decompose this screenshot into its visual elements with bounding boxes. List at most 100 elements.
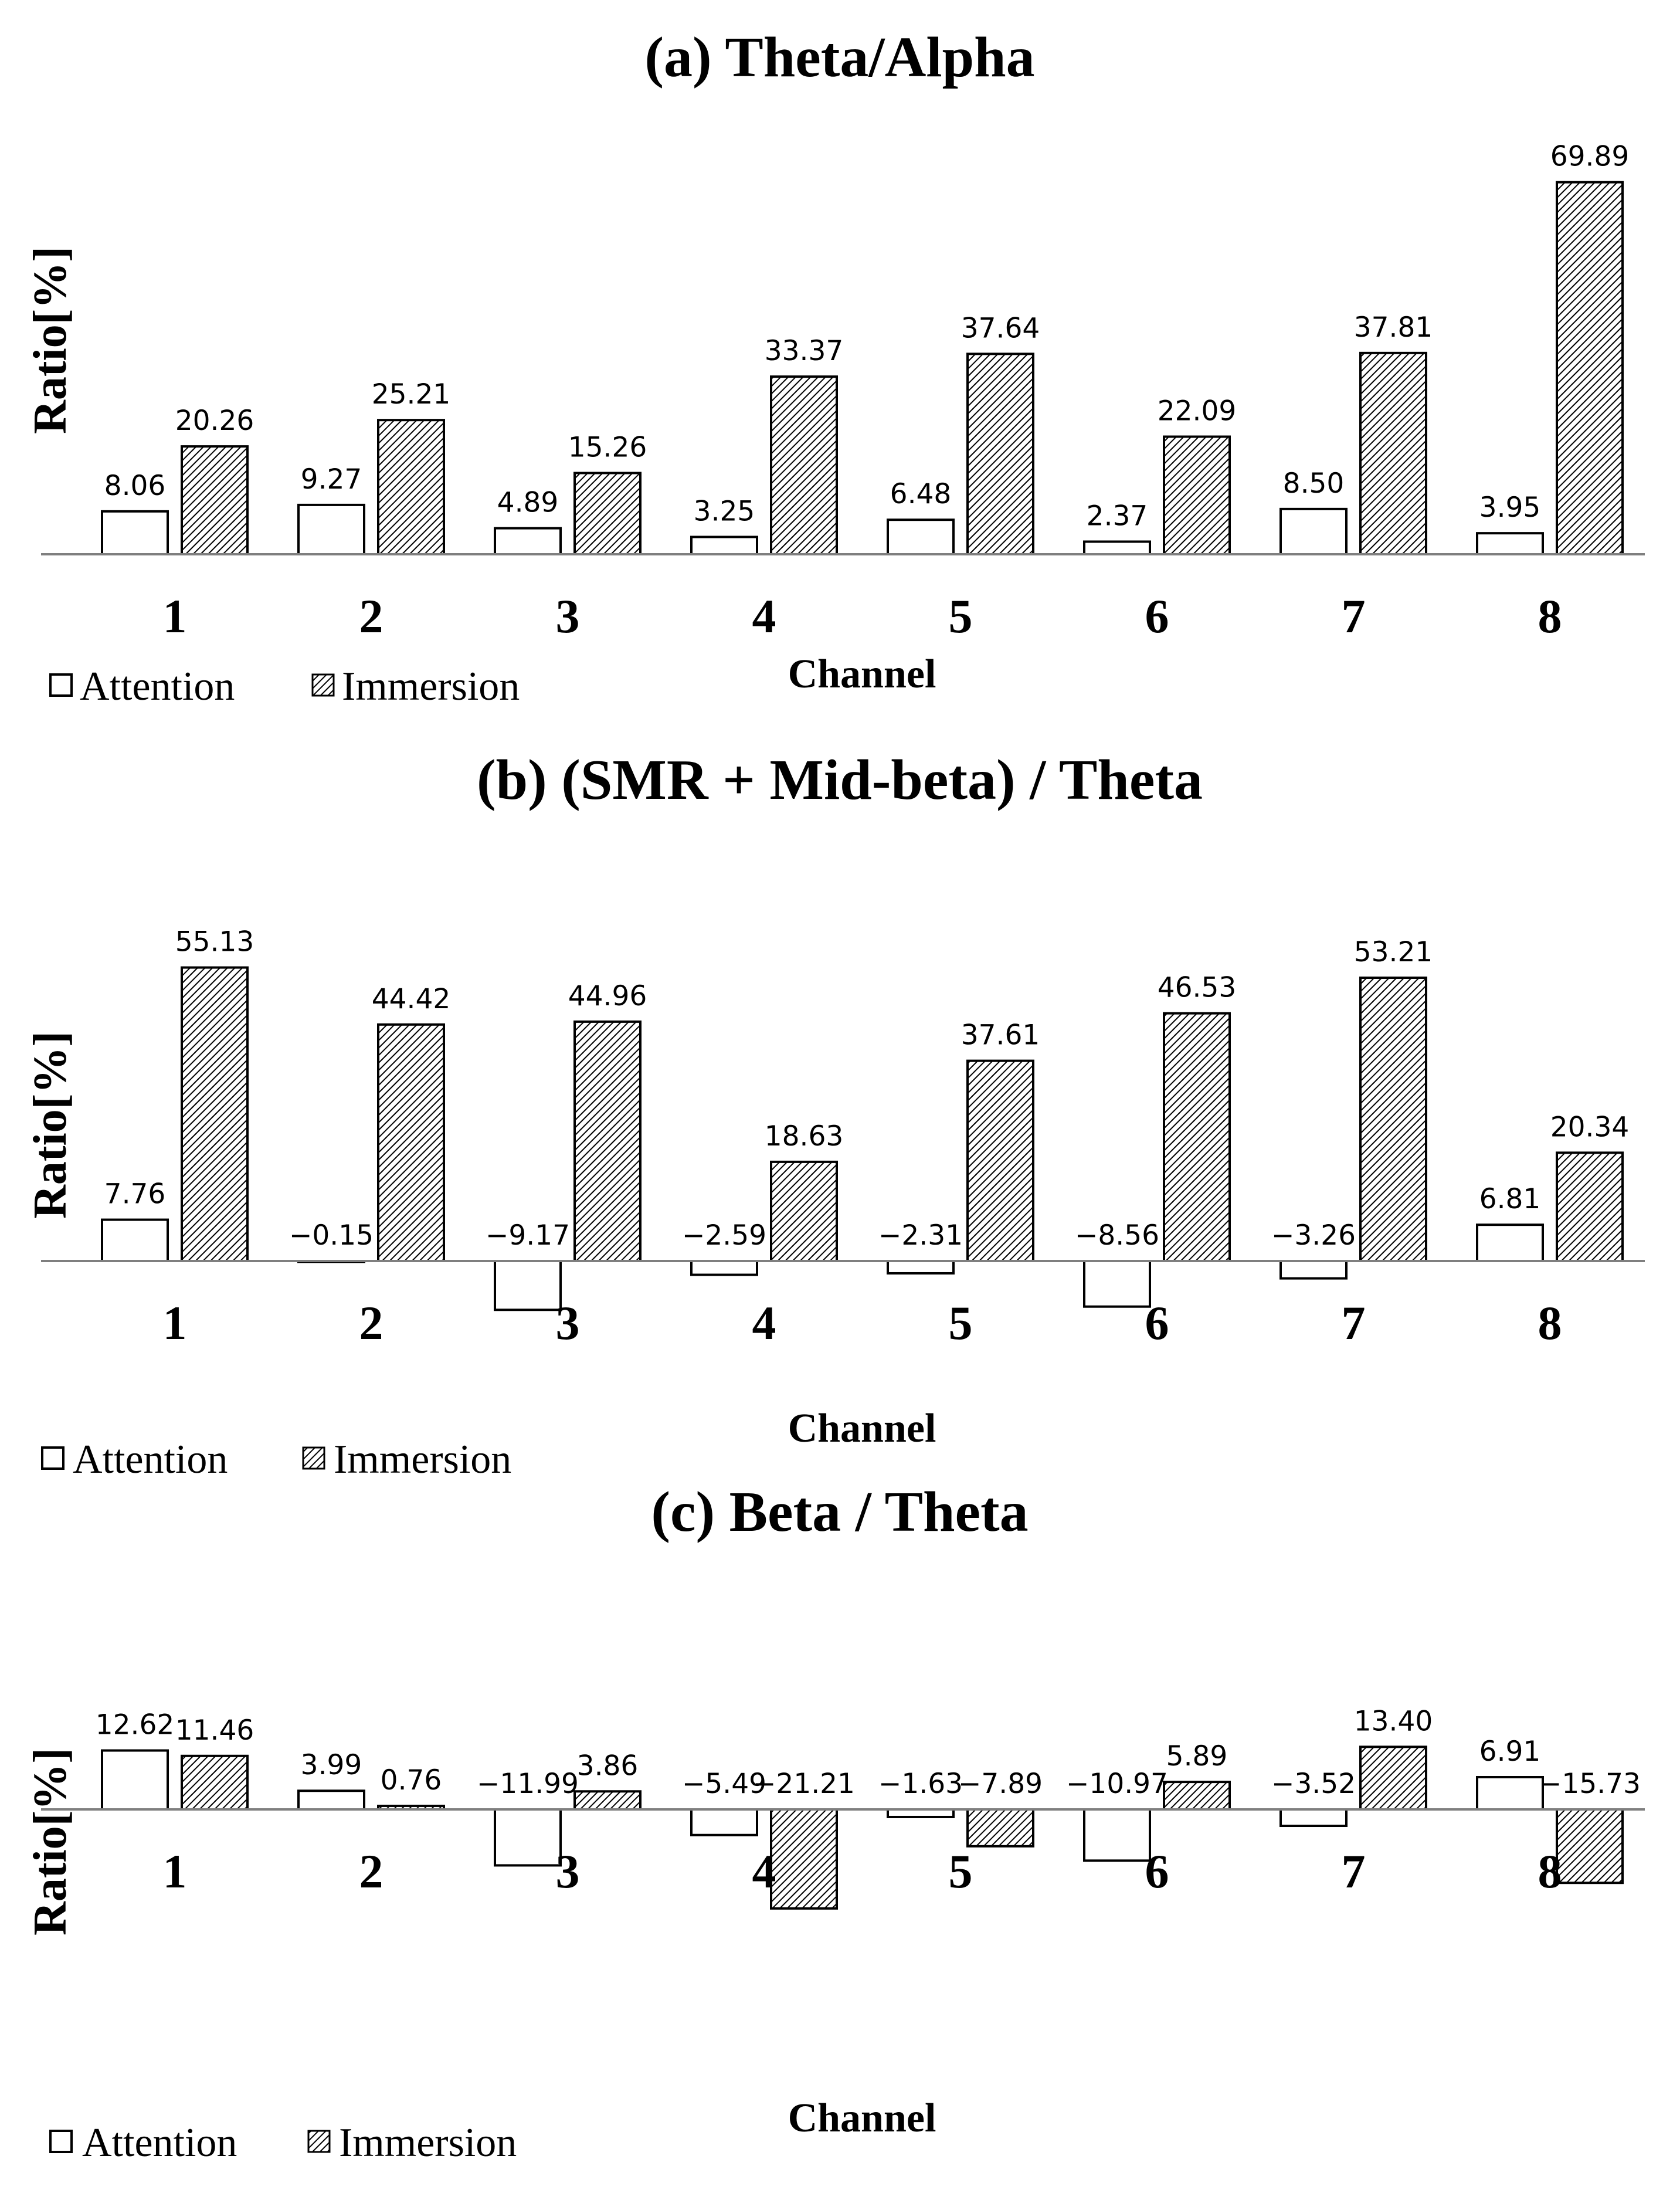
immersion-bar-8 (1556, 1808, 1624, 1884)
attention-value-3: 4.89 (497, 487, 559, 519)
channel-tick-5: 5 (949, 1296, 973, 1350)
attention-bar-6 (1083, 1808, 1151, 1862)
immersion-value-5: 37.64 (961, 312, 1040, 344)
attention-bar-1 (101, 510, 169, 555)
immersion-value-1: 20.26 (175, 405, 254, 437)
chart-c: (c) Beta / Theta Ratio[%] 12.62 3.99 −11.9… (25, 1480, 1645, 2165)
channel-tick-6: 6 (1145, 1845, 1169, 1898)
channel-tick-1: 1 (163, 589, 187, 643)
chart-a-ylabel: Ratio[%] (25, 246, 76, 434)
attention-value-2: 3.99 (301, 1749, 362, 1781)
attention-value-5: −1.63 (878, 1768, 963, 1800)
chart-a-xlabel: Channel (788, 652, 936, 697)
attention-value-7: −3.52 (1271, 1768, 1356, 1800)
immersion-value-7: 53.21 (1354, 936, 1433, 968)
channel-tick-5: 5 (949, 1845, 973, 1898)
attention-value-4: 3.25 (694, 496, 755, 528)
immersion-bar-6 (1163, 1012, 1231, 1263)
immersion-value-6: 22.09 (1158, 395, 1237, 428)
legend-immersion-swatch (307, 2130, 331, 2153)
immersion-value-8: −15.73 (1539, 1768, 1641, 1800)
attention-value-6: 2.37 (1087, 500, 1148, 532)
channel-tick-5: 5 (949, 589, 973, 643)
channel-tick-7: 7 (1342, 589, 1366, 643)
legend-immersion-label: Immersion (342, 664, 520, 709)
attention-value-3: −11.99 (477, 1768, 579, 1800)
channel-tick-2: 2 (359, 1296, 383, 1350)
immersion-value-6: 46.53 (1158, 972, 1237, 1004)
attention-bar-5 (887, 518, 955, 555)
immersion-bar-7 (1359, 977, 1427, 1262)
immersion-bar-3 (573, 1020, 642, 1262)
channel-tick-4: 4 (752, 1296, 776, 1350)
channel-tick-3: 3 (556, 1845, 580, 1898)
immersion-value-5: −7.89 (958, 1768, 1043, 1800)
immersion-bar-6 (1163, 435, 1231, 556)
immersion-value-1: 11.46 (175, 1714, 254, 1747)
legend-attention-swatch (41, 1446, 65, 1470)
immersion-value-7: 37.81 (1354, 311, 1433, 344)
immersion-bar-7 (1359, 351, 1427, 555)
attention-bar-4 (690, 1260, 758, 1276)
immersion-value-4: 18.63 (765, 1120, 844, 1153)
immersion-bar-8 (1556, 1151, 1624, 1262)
immersion-bar-1 (181, 445, 249, 555)
immersion-bar-2 (377, 1023, 445, 1263)
attention-value-6: −8.56 (1075, 1219, 1159, 1252)
chart-a-plot: 8.06 9.27 4.89 3.25 6.48 2.37 8.50 3.95 20.26 25.… (41, 141, 1645, 643)
chart-b: (b) (SMR + Mid-beta) / Theta Ratio[%] 7.… (25, 748, 1645, 1482)
immersion-value-2: 0.76 (381, 1764, 442, 1797)
channel-tick-3: 3 (556, 1296, 580, 1350)
legend-immersion-swatch (302, 1446, 325, 1470)
channel-tick-6: 6 (1145, 1296, 1169, 1350)
chart-c-legend: Attention Immersion (49, 2120, 517, 2165)
immersion-bar-4 (770, 1808, 838, 1910)
legend-attention-label: Attention (82, 2120, 237, 2165)
chart-a: (a) Theta/Alpha Ratio[%] 8.06 9.27 4.89 3.2… (25, 26, 1645, 709)
attention-bar-4 (690, 535, 758, 555)
legend-attention-swatch (49, 2130, 73, 2153)
channel-tick-8: 8 (1538, 1845, 1562, 1898)
attention-value-4: −5.49 (682, 1768, 766, 1800)
attention-bar-7 (1279, 507, 1348, 556)
attention-bar-3 (494, 527, 562, 555)
immersion-value-2: 44.42 (372, 983, 451, 1015)
chart-b-plot: 7.76−0.15 −9.17 −2.59 −2.31 −8.56 −3.266.8155… (41, 926, 1645, 1350)
channel-tick-1: 1 (163, 1296, 187, 1350)
attention-bar-5 (887, 1260, 955, 1275)
channel-tick-7: 7 (1342, 1296, 1366, 1350)
attention-bar-3 (494, 1260, 562, 1311)
immersion-bar-4 (770, 375, 838, 555)
chart-a-title: (a) Theta/Alpha (644, 26, 1034, 89)
attention-bar-1 (101, 1218, 169, 1263)
attention-bar-7 (1279, 1808, 1348, 1828)
channel-tick-2: 2 (359, 1845, 383, 1898)
immersion-value-6: 5.89 (1166, 1740, 1228, 1772)
attention-value-1: 8.06 (104, 470, 166, 502)
immersion-value-4: 33.37 (765, 335, 844, 367)
channel-tick-3: 3 (556, 589, 580, 643)
channel-tick-1: 1 (163, 1845, 187, 1898)
chart-c-title: (c) Beta / Theta (651, 1480, 1028, 1544)
attention-bar-6 (1083, 540, 1151, 555)
legend-attention-swatch (49, 673, 73, 697)
immersion-bar-8 (1556, 181, 1624, 556)
chart-c-plot: 12.62 3.99 −11.99 −5.49 −1.63 −10.97 −3.52 6.91… (41, 1705, 1645, 1910)
attention-value-1: 7.76 (104, 1178, 166, 1211)
immersion-bar-4 (770, 1160, 838, 1263)
immersion-bar-5 (966, 352, 1034, 555)
attention-bar-8 (1476, 1775, 1544, 1811)
attention-value-8: 6.81 (1479, 1183, 1541, 1215)
attention-value-7: 8.50 (1283, 467, 1345, 500)
immersion-value-3: 44.96 (568, 980, 647, 1012)
attention-value-2: 9.27 (301, 463, 362, 496)
channel-tick-7: 7 (1342, 1845, 1366, 1898)
chart-c-xlabel: Channel (788, 2096, 936, 2141)
chart-b-xlabel: Channel (788, 1406, 936, 1451)
attention-bar-3 (494, 1808, 562, 1867)
immersion-bar-2 (377, 419, 445, 555)
attention-bar-8 (1476, 532, 1544, 555)
channel-tick-6: 6 (1145, 589, 1169, 643)
attention-value-4: −2.59 (682, 1219, 766, 1252)
